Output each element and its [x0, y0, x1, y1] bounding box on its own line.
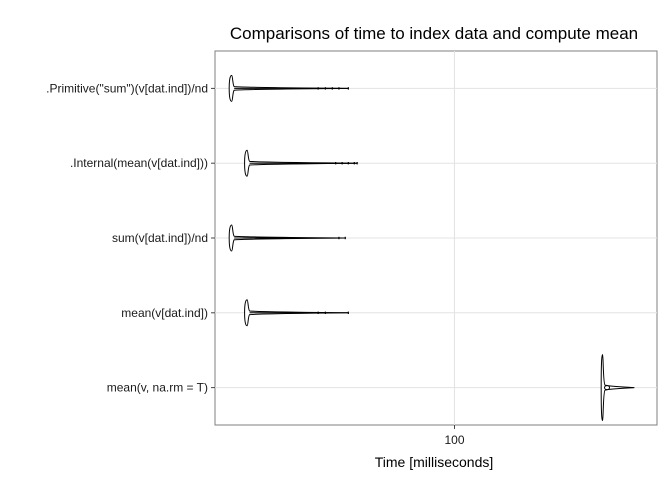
- violin-3: [228, 224, 346, 252]
- violins: [228, 74, 635, 422]
- y-tick-label: mean(v, na.rm = T): [107, 381, 208, 395]
- x-axis: 100: [444, 425, 465, 447]
- violin-2: [244, 149, 358, 177]
- y-tick-label: mean(v[dat.ind]): [121, 306, 208, 320]
- violin-outline: [600, 354, 635, 422]
- chart-title: Comparisons of time to index data and co…: [230, 24, 638, 43]
- violin-bulge: [604, 385, 611, 391]
- x-tick-label: 100: [444, 433, 464, 447]
- violin-1: [228, 74, 349, 102]
- y-axis: .Primitive("sum")(v[dat.ind])/nd .Interna…: [46, 81, 215, 395]
- x-axis-title: Time [milliseconds]: [375, 454, 494, 470]
- y-tick-label: .Internal(mean(v[dat.ind])): [70, 156, 208, 170]
- y-tick-label: .Primitive("sum")(v[dat.ind])/nd: [46, 81, 208, 95]
- y-tick-label: sum(v[dat.ind])/nd: [112, 231, 208, 245]
- violin-5: [600, 354, 635, 422]
- violin-4: [244, 299, 349, 327]
